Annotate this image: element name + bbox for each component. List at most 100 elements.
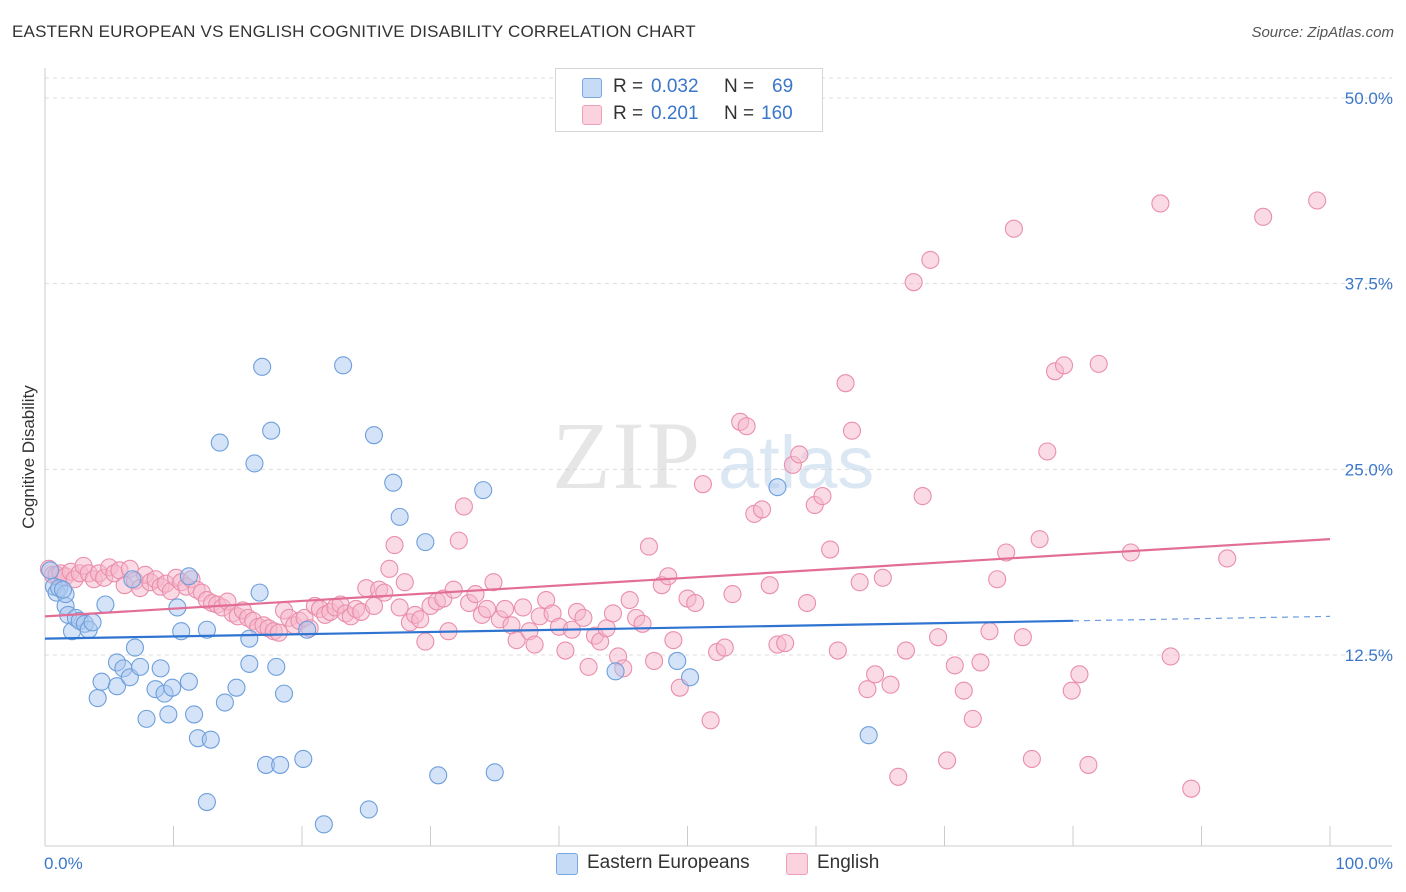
english-point	[873, 568, 892, 587]
eastern-european-point	[274, 684, 294, 703]
eastern-european-point	[53, 580, 73, 599]
english-point	[1151, 194, 1170, 213]
eastern-european-point	[245, 454, 264, 473]
eastern-european-point	[163, 678, 182, 697]
y-tick-label: 37.5%	[1345, 275, 1393, 294]
eastern-european-point	[314, 815, 333, 834]
english-point	[971, 653, 990, 672]
english-point	[921, 250, 940, 269]
english-point	[752, 500, 772, 519]
trend-line-eastern-europeans	[44, 619, 1074, 640]
eastern-european-point	[83, 613, 102, 632]
english-point	[896, 641, 916, 660]
english-point	[701, 711, 720, 730]
english-point	[513, 598, 533, 617]
english-point	[477, 599, 497, 619]
stats-legend: R = 0.032 N = 69 R = 0.201 N = 160	[555, 68, 823, 132]
eastern-european-point	[359, 800, 378, 819]
english-point	[574, 608, 593, 627]
eastern-european-point	[364, 426, 384, 445]
x-tick-label: 0.0%	[44, 854, 83, 873]
eastern-european-point	[390, 507, 409, 526]
english-point	[1254, 207, 1273, 226]
source-label: Source: ZipAtlas.com	[1251, 24, 1394, 41]
eastern-european-point	[123, 570, 142, 589]
eastern-european-point	[681, 668, 700, 687]
english-point	[760, 576, 779, 595]
eastern-european-point	[92, 672, 111, 691]
eastern-european-point	[334, 356, 353, 375]
eastern-european-point	[485, 763, 504, 782]
y-axis-label: Cognitive Disability	[19, 385, 38, 529]
english-point	[1218, 549, 1237, 568]
english-point	[997, 543, 1016, 562]
grid-lines	[45, 77, 1392, 656]
english-point	[556, 641, 575, 660]
y-tick-label: 50.0%	[1345, 89, 1393, 108]
trend-line-english	[44, 538, 1331, 618]
english-point	[1089, 354, 1108, 373]
english-point	[790, 445, 809, 464]
english-point	[495, 599, 515, 619]
y-tick-label: 12.5%	[1345, 646, 1393, 665]
eastern-european-point	[197, 792, 216, 812]
eastern-european-points	[41, 356, 878, 834]
eastern-european-point	[253, 357, 272, 376]
english-point	[454, 497, 473, 516]
eastern-european-point	[197, 620, 216, 639]
n-value: 160	[761, 103, 793, 124]
eastern-european-point	[250, 583, 269, 602]
eastern-european-point	[125, 638, 144, 657]
english-point	[686, 593, 705, 613]
legend-swatch-pink	[582, 105, 602, 125]
eastern-european-point	[474, 481, 493, 500]
english-point	[938, 751, 957, 770]
english-point	[842, 421, 862, 440]
english-point	[444, 580, 463, 599]
eastern-european-point	[159, 705, 178, 724]
english-point	[776, 634, 795, 653]
english-point	[945, 656, 964, 675]
legend-label: Eastern Europeans	[587, 852, 750, 873]
y-tick-label: 25.0%	[1345, 460, 1393, 479]
english-point	[693, 475, 712, 494]
english-point	[954, 681, 973, 700]
english-point	[645, 651, 664, 670]
eastern-european-point	[201, 730, 220, 749]
english-point	[1161, 647, 1180, 666]
english-point	[1038, 442, 1057, 461]
r-label: R =	[613, 103, 644, 124]
english-point	[579, 657, 598, 676]
english-point	[1308, 191, 1327, 210]
english-point	[723, 585, 742, 604]
english-point	[1062, 681, 1081, 700]
eastern-european-point	[41, 561, 60, 580]
eastern-european-point	[429, 766, 448, 785]
eastern-european-point	[179, 567, 198, 586]
n-label: N =	[724, 103, 755, 124]
watermark-zip: ZIP	[552, 402, 702, 509]
axes	[44, 68, 1392, 847]
english-point	[380, 559, 399, 578]
english-point	[507, 631, 526, 650]
english-point	[850, 573, 869, 592]
eastern-european-point	[185, 705, 204, 724]
english-point	[466, 585, 485, 604]
tick-labels: 12.5% 25.0% 37.5% 50.0% 0.0% 100.0%	[44, 89, 1393, 873]
english-point	[525, 635, 544, 654]
english-point	[390, 598, 409, 617]
eastern-european-point	[88, 689, 107, 708]
eastern-european-point	[606, 662, 625, 681]
eastern-european-point	[298, 620, 317, 639]
eastern-european-point	[96, 595, 115, 614]
stats-legend-row-pink: R = 0.201 N = 160	[556, 101, 822, 127]
english-point	[737, 417, 756, 436]
english-point	[375, 583, 394, 602]
eastern-european-point	[227, 678, 246, 697]
english-point	[836, 374, 855, 393]
legend-swatch-pink	[786, 853, 808, 875]
english-point	[904, 273, 923, 292]
english-point	[913, 487, 932, 506]
eastern-european-point	[131, 657, 150, 676]
